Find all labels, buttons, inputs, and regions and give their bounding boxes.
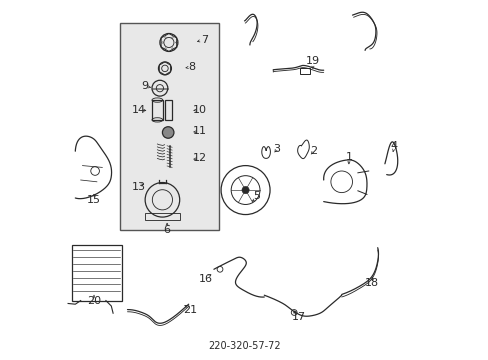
Text: 4: 4	[389, 141, 397, 151]
Text: 17: 17	[291, 312, 305, 322]
Text: 13: 13	[132, 182, 146, 192]
Text: 21: 21	[183, 305, 197, 315]
Text: 12: 12	[192, 153, 206, 163]
Text: 1: 1	[345, 152, 352, 162]
Text: 6: 6	[163, 225, 170, 235]
Text: 11: 11	[192, 126, 206, 136]
Bar	[145, 213, 179, 220]
Text: 8: 8	[187, 62, 195, 72]
Text: 14: 14	[132, 105, 146, 115]
Text: 9: 9	[141, 81, 148, 91]
Text: 3: 3	[273, 144, 280, 154]
Text: 220-320-57-72: 220-320-57-72	[208, 341, 280, 351]
Text: 10: 10	[192, 105, 206, 115]
Bar	[120, 23, 219, 230]
Text: 16: 16	[198, 274, 212, 284]
Text: 2: 2	[310, 146, 317, 156]
Text: 15: 15	[87, 195, 101, 205]
Text: 19: 19	[305, 56, 319, 66]
Circle shape	[162, 127, 174, 138]
Text: 7: 7	[200, 35, 207, 45]
Bar	[152, 100, 163, 120]
Text: 20: 20	[87, 296, 101, 306]
Circle shape	[242, 186, 249, 194]
Bar	[165, 100, 172, 120]
Text: 5: 5	[253, 191, 260, 201]
Bar	[300, 68, 310, 74]
Text: 18: 18	[365, 278, 379, 288]
Bar	[72, 245, 122, 301]
